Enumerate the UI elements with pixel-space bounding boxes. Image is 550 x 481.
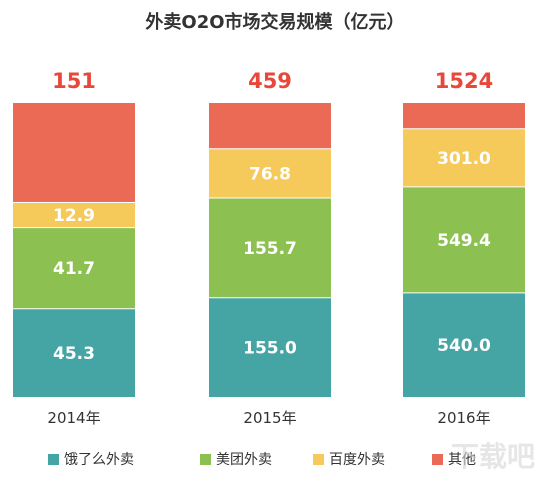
- data-label: 76.8: [249, 164, 291, 184]
- bar-segment: [403, 128, 525, 187]
- watermark-logo: 下载吧: [451, 440, 535, 473]
- legend: 饿了么外卖 美团外卖 百度外卖 其他: [48, 452, 476, 468]
- data-label: 12.9: [53, 206, 95, 226]
- legend-swatch: [432, 454, 443, 465]
- bar-segment: [13, 227, 135, 309]
- bar-segment: [209, 197, 331, 298]
- bar-segment: [403, 103, 525, 129]
- data-label: 549.4: [437, 231, 491, 251]
- bar-segment: [13, 308, 135, 397]
- total-label: 1524: [435, 69, 493, 93]
- bars-group: 45.3 41.7 12.9 151 2014年 155.0 155.7 76.8 459 201…: [13, 69, 525, 427]
- legend-swatch: [48, 454, 59, 465]
- bar-segment: [209, 103, 331, 149]
- bar-segment: [209, 148, 331, 198]
- legend-label: 其他: [448, 452, 476, 468]
- data-label: 540.0: [437, 336, 491, 356]
- data-label: 301.0: [437, 149, 491, 169]
- bar-segment: [13, 202, 135, 228]
- category-tick-label: 2015年: [243, 409, 296, 427]
- legend-label: 百度外卖: [329, 452, 385, 468]
- legend-label: 美团外卖: [216, 452, 272, 468]
- bar-segment: [403, 292, 525, 397]
- bar-segment: [403, 186, 525, 293]
- total-label: 459: [248, 69, 292, 93]
- data-label: 155.7: [243, 239, 297, 259]
- legend-swatch: [313, 454, 324, 465]
- bar-segment: [209, 297, 331, 397]
- legend-label: 饿了么外卖: [64, 452, 134, 468]
- total-label: 151: [52, 69, 96, 93]
- data-label: 45.3: [53, 344, 95, 364]
- legend-swatch: [200, 454, 211, 465]
- category-tick-label: 2016年: [437, 409, 490, 427]
- bar-segment: [13, 103, 135, 203]
- data-label: 41.7: [53, 259, 95, 279]
- chart-title: 外卖O2O市场交易规模（亿元）: [145, 11, 404, 33]
- data-label: 155.0: [243, 338, 297, 358]
- category-tick-label: 2014年: [47, 409, 100, 427]
